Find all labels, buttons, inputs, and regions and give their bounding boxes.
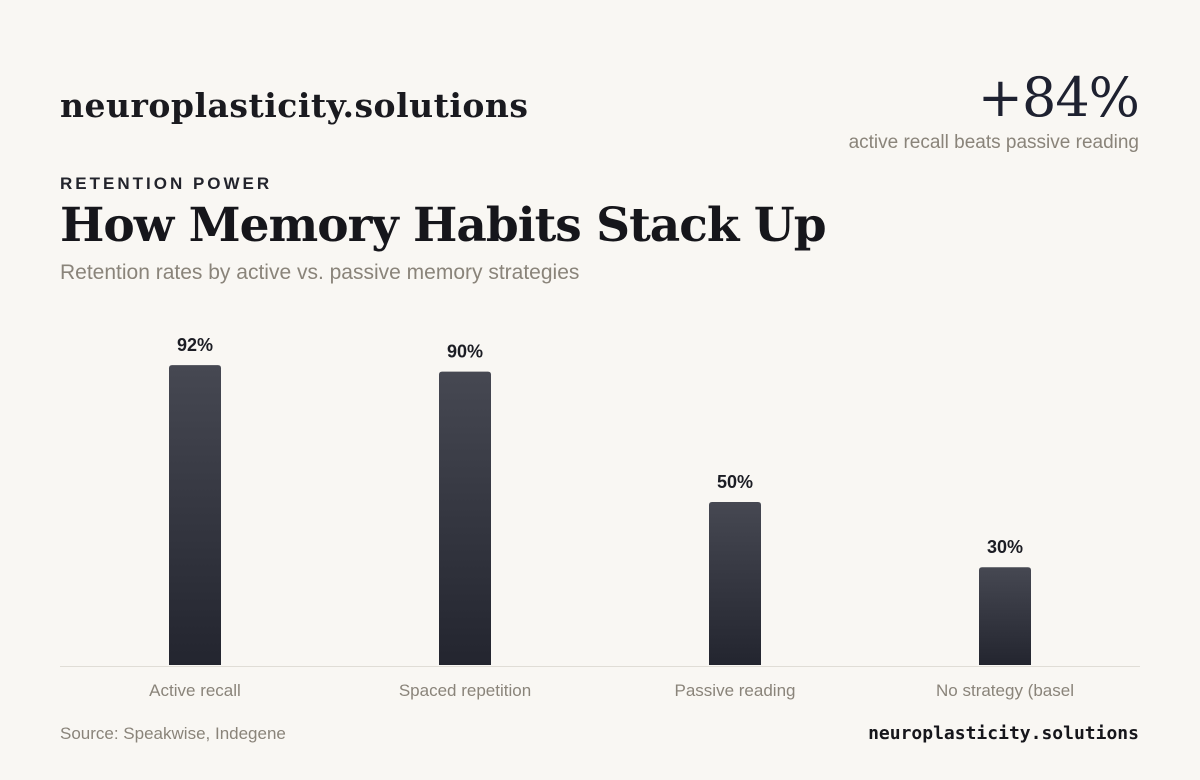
category-label-0: Active recall — [149, 681, 241, 700]
brand-logo-text: neuroplasticity.solutions — [60, 86, 529, 125]
bar-0 — [169, 365, 221, 665]
chart-title: How Memory Habits Stack Up — [60, 198, 827, 253]
category-label-2: Passive reading — [675, 681, 796, 700]
category-label-3: No strategy (basel — [936, 681, 1074, 700]
source-note: Source: Speakwise, Indegene — [60, 724, 286, 743]
bar-1 — [439, 371, 491, 665]
stat-value: +84% — [977, 66, 1140, 129]
headline-stat: +84% active recall beats passive reading — [848, 66, 1140, 154]
bar-value-label-3: 30% — [987, 537, 1023, 557]
bar-value-label-1: 90% — [447, 342, 483, 362]
bar-value-label-2: 50% — [717, 472, 753, 492]
chart-subtitle: Retention rates by active vs. passive me… — [60, 261, 580, 284]
footer-brand: neuroplasticity.solutions — [868, 723, 1139, 744]
stat-caption: active recall beats passive reading — [848, 132, 1139, 153]
bar-value-label-0: 92% — [177, 335, 213, 355]
eyebrow-label: RETENTION POWER — [60, 174, 273, 193]
bar-3 — [979, 567, 1031, 665]
category-label-1: Spaced repetition — [399, 681, 531, 700]
bar-2 — [709, 502, 761, 665]
